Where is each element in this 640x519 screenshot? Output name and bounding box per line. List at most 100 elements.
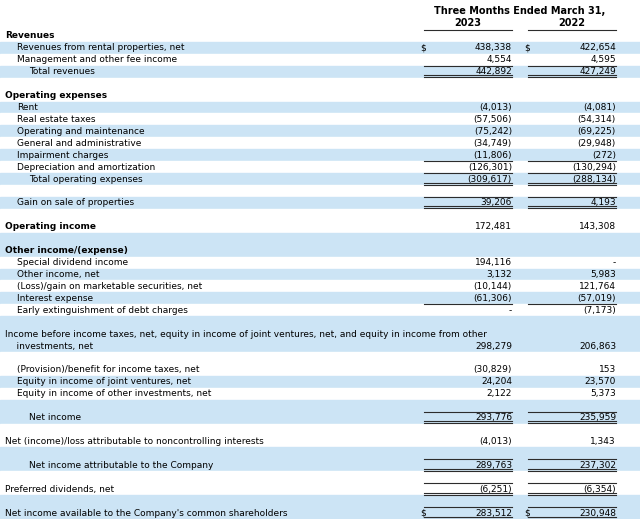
- Text: 194,116: 194,116: [475, 258, 512, 267]
- Text: -: -: [509, 306, 512, 315]
- Bar: [0, 90, 640, 102]
- Bar: [0, 126, 640, 138]
- Text: Other income/(expense): Other income/(expense): [5, 246, 128, 255]
- Text: 4,193: 4,193: [590, 198, 616, 208]
- Text: 5,983: 5,983: [590, 270, 616, 279]
- Bar: [0, 256, 640, 268]
- Text: (29,948): (29,948): [578, 139, 616, 148]
- Bar: [0, 447, 640, 459]
- Text: Operating and maintenance: Operating and maintenance: [17, 127, 145, 136]
- Bar: [0, 149, 640, 161]
- Text: 293,776: 293,776: [475, 413, 512, 422]
- Text: (10,144): (10,144): [474, 282, 512, 291]
- Bar: [0, 495, 640, 507]
- Bar: [0, 185, 640, 197]
- Text: 442,892: 442,892: [476, 67, 512, 76]
- Text: Impairment charges: Impairment charges: [17, 151, 108, 160]
- Text: 172,481: 172,481: [475, 222, 512, 231]
- Text: Operating expenses: Operating expenses: [5, 91, 107, 100]
- Text: 283,512: 283,512: [475, 509, 512, 517]
- Text: (6,251): (6,251): [479, 485, 512, 494]
- Text: Net (income)/loss attributable to noncontrolling interests: Net (income)/loss attributable to noncon…: [5, 437, 264, 446]
- Text: 3,132: 3,132: [486, 270, 512, 279]
- Text: (6,354): (6,354): [584, 485, 616, 494]
- Text: (54,314): (54,314): [578, 115, 616, 124]
- Text: Real estate taxes: Real estate taxes: [17, 115, 95, 124]
- Bar: [0, 412, 640, 424]
- Text: 4,554: 4,554: [486, 56, 512, 64]
- Text: (288,134): (288,134): [572, 174, 616, 184]
- Text: (272): (272): [592, 151, 616, 160]
- Bar: [0, 424, 640, 435]
- Text: $: $: [420, 509, 426, 517]
- Text: 2,122: 2,122: [486, 389, 512, 398]
- Text: 121,764: 121,764: [579, 282, 616, 291]
- Bar: [0, 483, 640, 495]
- Bar: [0, 138, 640, 149]
- Bar: [0, 507, 640, 519]
- Bar: [0, 30, 640, 42]
- Bar: [0, 221, 640, 233]
- Bar: [0, 280, 640, 292]
- Text: (7,173): (7,173): [583, 306, 616, 315]
- Bar: [0, 304, 640, 316]
- Bar: [0, 102, 640, 114]
- Text: 153: 153: [599, 365, 616, 374]
- Bar: [0, 459, 640, 471]
- Text: Special dividend income: Special dividend income: [17, 258, 128, 267]
- Bar: [0, 376, 640, 388]
- Bar: [0, 42, 640, 54]
- Text: 427,249: 427,249: [579, 67, 616, 76]
- Text: 2023: 2023: [454, 18, 481, 28]
- Text: (61,306): (61,306): [474, 294, 512, 303]
- Bar: [0, 340, 640, 352]
- Bar: [0, 352, 640, 364]
- Text: -: -: [612, 258, 616, 267]
- Text: (126,301): (126,301): [468, 162, 512, 172]
- Bar: [0, 161, 640, 173]
- Bar: [0, 233, 640, 244]
- Bar: [0, 54, 640, 66]
- Bar: [0, 66, 640, 78]
- Text: Total revenues: Total revenues: [29, 67, 95, 76]
- Text: 2022: 2022: [559, 18, 586, 28]
- Text: (34,749): (34,749): [474, 139, 512, 148]
- Text: 289,763: 289,763: [475, 461, 512, 470]
- Text: $: $: [524, 509, 530, 517]
- Bar: [0, 173, 640, 185]
- Text: Operating income: Operating income: [5, 222, 96, 231]
- Text: Net income: Net income: [29, 413, 81, 422]
- Bar: [0, 209, 640, 221]
- Text: (69,225): (69,225): [578, 127, 616, 136]
- Text: 206,863: 206,863: [579, 342, 616, 350]
- Text: (309,617): (309,617): [468, 174, 512, 184]
- Text: Equity in income of joint ventures, net: Equity in income of joint ventures, net: [17, 377, 191, 386]
- Text: Net income attributable to the Company: Net income attributable to the Company: [29, 461, 213, 470]
- Bar: [0, 328, 640, 340]
- Text: 237,302: 237,302: [579, 461, 616, 470]
- Bar: [0, 292, 640, 304]
- Text: (11,806): (11,806): [474, 151, 512, 160]
- Text: Revenues from rental properties, net: Revenues from rental properties, net: [17, 44, 184, 52]
- Text: Interest expense: Interest expense: [17, 294, 93, 303]
- Text: Management and other fee income: Management and other fee income: [17, 56, 177, 64]
- Text: General and administrative: General and administrative: [17, 139, 141, 148]
- Text: (Provision)/benefit for income taxes, net: (Provision)/benefit for income taxes, ne…: [17, 365, 200, 374]
- Text: (57,019): (57,019): [577, 294, 616, 303]
- Text: Rent: Rent: [17, 103, 38, 112]
- Text: 438,338: 438,338: [475, 44, 512, 52]
- Text: Early extinguishment of debt charges: Early extinguishment of debt charges: [17, 306, 188, 315]
- Text: (57,506): (57,506): [474, 115, 512, 124]
- Text: investments, net: investments, net: [5, 342, 93, 350]
- Text: Equity in income of other investments, net: Equity in income of other investments, n…: [17, 389, 211, 398]
- Bar: [0, 0, 640, 30]
- Text: 4,595: 4,595: [590, 56, 616, 64]
- Text: Gain on sale of properties: Gain on sale of properties: [17, 198, 134, 208]
- Text: (4,081): (4,081): [584, 103, 616, 112]
- Text: (4,013): (4,013): [479, 437, 512, 446]
- Text: 5,373: 5,373: [590, 389, 616, 398]
- Text: (Loss)/gain on marketable securities, net: (Loss)/gain on marketable securities, ne…: [17, 282, 202, 291]
- Bar: [0, 244, 640, 256]
- Bar: [0, 388, 640, 400]
- Bar: [0, 268, 640, 280]
